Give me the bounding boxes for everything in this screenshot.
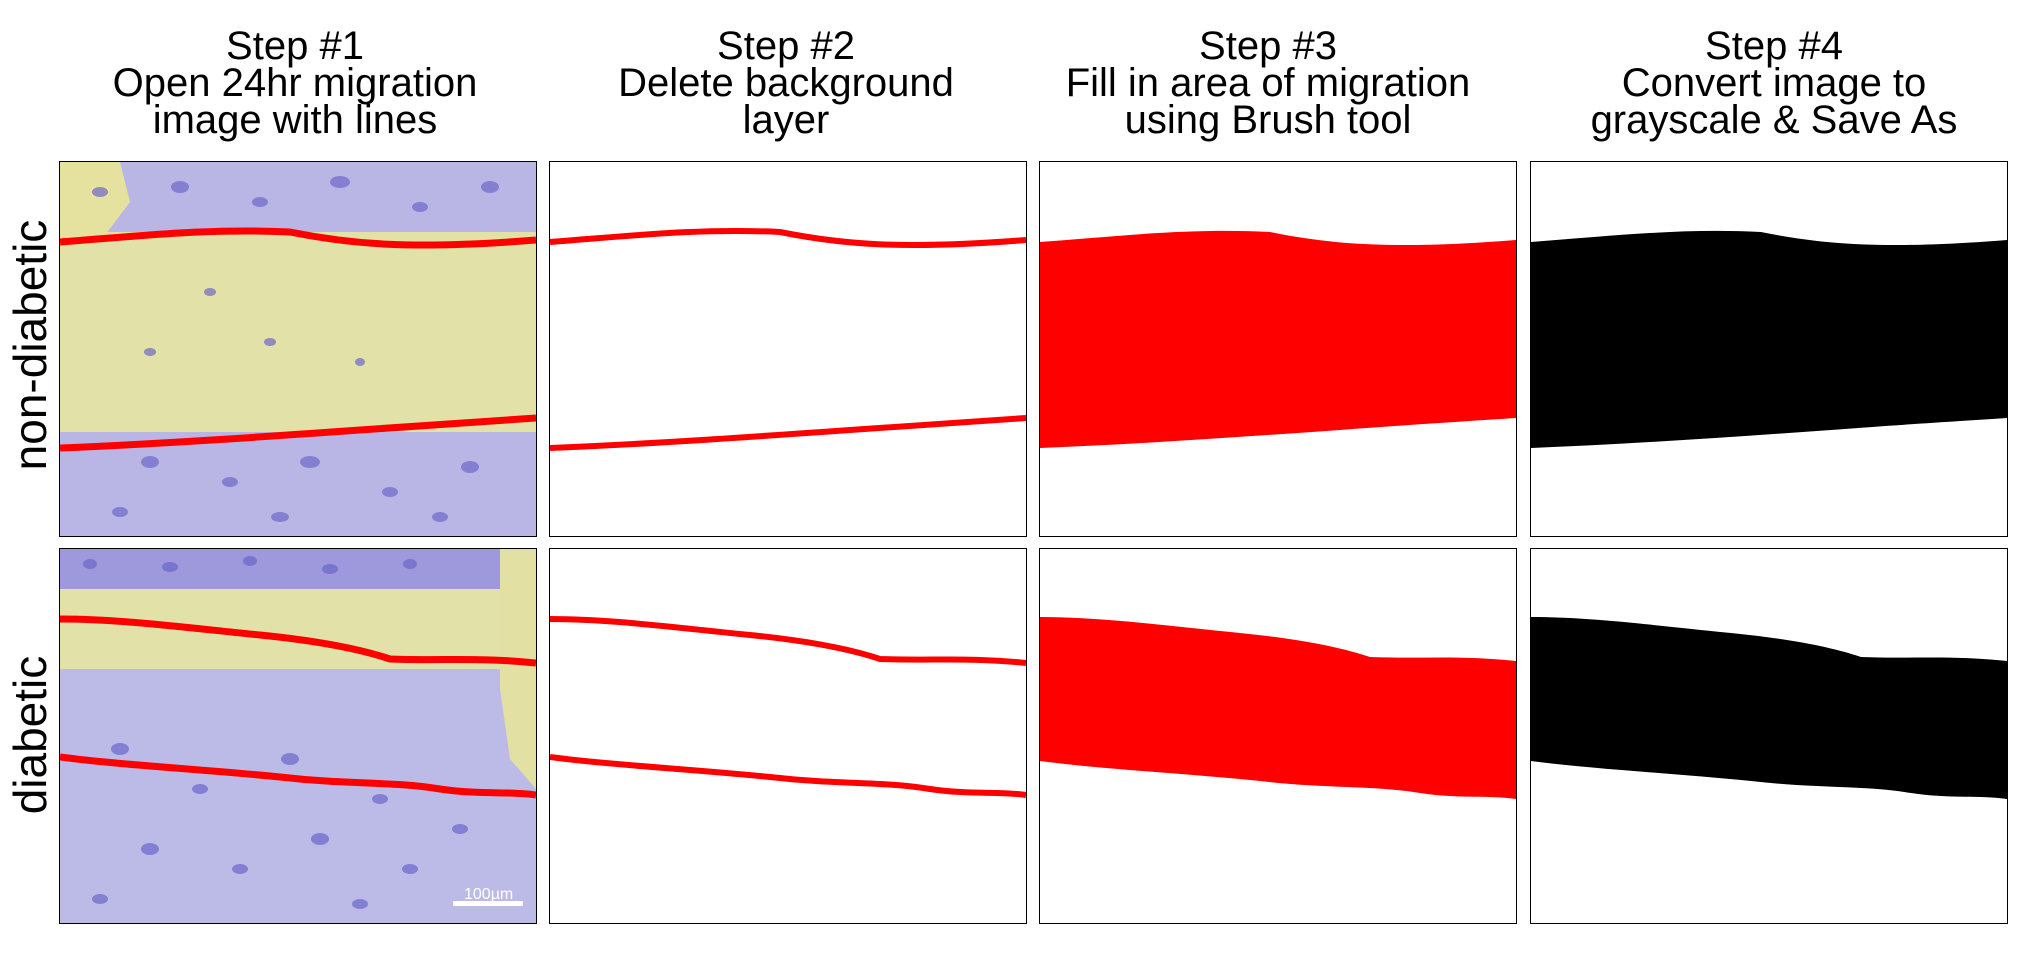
row-label-non-diabetic: non-diabetic: [4, 219, 56, 471]
step-2-title: Step #2 Delete background layer: [546, 24, 1026, 142]
red-fill-non-diabetic: [1039, 161, 1517, 537]
step-1-title: Step #1 Open 24hr migration image with l…: [55, 24, 535, 142]
step-2-number: Step #2: [717, 24, 855, 68]
micrograph-diabetic: [59, 548, 537, 924]
step-2-line2: layer: [742, 98, 830, 142]
row-label-diabetic: diabetic: [4, 655, 56, 815]
step-4-number: Step #4: [1705, 24, 1843, 68]
grayscale-fill-non-diabetic: [1530, 161, 2008, 537]
step-2-line1: Delete background: [618, 61, 954, 105]
step-4-title: Step #4 Convert image to grayscale & Sav…: [1534, 24, 2014, 142]
step-3-line2: using Brush tool: [1124, 98, 1412, 142]
red-fill-diabetic: [1039, 548, 1517, 924]
micrograph-non-diabetic: [59, 161, 537, 537]
grayscale-fill-diabetic: [1530, 548, 2008, 924]
lines-non-diabetic: [549, 161, 1027, 537]
step-3-title: Step #3 Fill in area of migration using …: [1028, 24, 1508, 142]
step-1-line1: Open 24hr migration: [112, 61, 478, 105]
step-3-line1: Fill in area of migration: [1065, 61, 1471, 105]
step-4-line2: grayscale & Save As: [1590, 98, 1958, 142]
step-1-line2: image with lines: [152, 98, 438, 142]
lines-diabetic: [549, 548, 1027, 924]
scale-bar-label: 100µm: [464, 886, 514, 903]
step-1-number: Step #1: [226, 24, 364, 68]
step-3-number: Step #3: [1199, 24, 1337, 68]
step-4-line1: Convert image to: [1621, 61, 1927, 105]
